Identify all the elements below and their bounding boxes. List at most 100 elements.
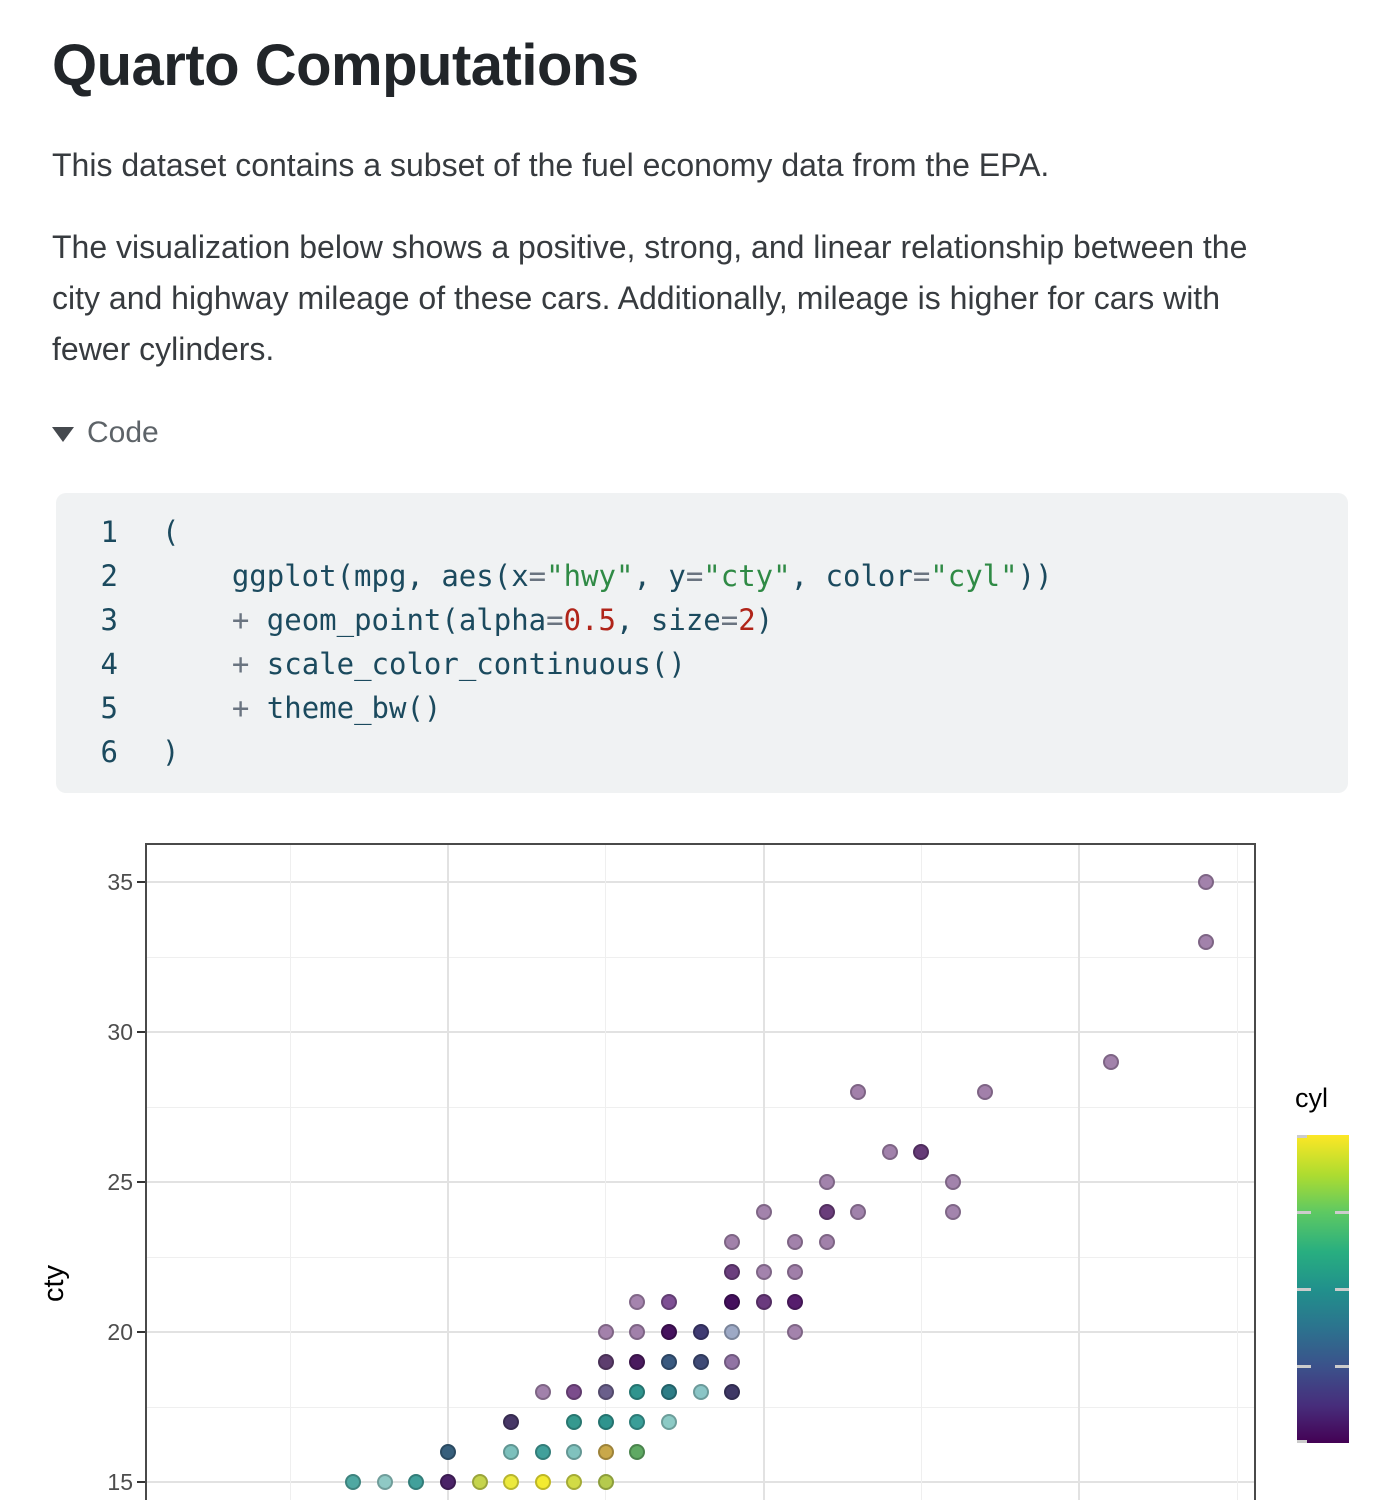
scatter-point: [787, 1264, 804, 1280]
gridline-minor-vertical: [920, 843, 922, 1500]
scatter-point: [755, 1264, 772, 1280]
scatter-point: [629, 1414, 646, 1430]
scatter-plot-figure: cty cyl 35 30 25 20 15: [0, 843, 1400, 1500]
scatter-point: [692, 1324, 709, 1340]
scatter-point: [440, 1444, 456, 1460]
legend-tick: [1297, 1210, 1311, 1214]
scatter-point: [503, 1414, 520, 1430]
intro-paragraph: This dataset contains a subset of the fu…: [52, 147, 1050, 183]
scatter-point: [597, 1384, 614, 1400]
gridline-major-vertical: [762, 843, 765, 1500]
scatter-point: [566, 1414, 583, 1430]
gridline-minor-vertical: [1236, 843, 1238, 1500]
y-axis-tick: [137, 881, 145, 883]
y-axis-title: cty: [38, 1264, 70, 1302]
scatter-point: [1102, 1054, 1119, 1070]
caret-down-icon: [52, 427, 74, 442]
gridline-minor-horizontal: [145, 956, 1256, 958]
scatter-point: [692, 1354, 709, 1370]
scatter-point: [503, 1444, 520, 1460]
code-fold-label: Code: [87, 416, 159, 449]
code-line: 6): [56, 730, 1348, 774]
code-line-text: ggplot(mpg, aes(x="hwy", y="cty", color=…: [162, 559, 1053, 593]
code-line-text: + geom_point(alpha=0.5, size=2): [231, 603, 774, 637]
scatter-point: [881, 1144, 898, 1160]
y-axis-tick-label: 25: [107, 1169, 133, 1195]
scatter-point: [724, 1384, 741, 1400]
scatter-point: [408, 1474, 425, 1490]
scatter-point: [345, 1474, 362, 1490]
gridline-major-horizontal: [145, 1481, 1256, 1483]
scatter-point: [818, 1174, 835, 1190]
scatter-point: [913, 1144, 930, 1160]
scatter-point: [660, 1414, 677, 1430]
scatter-point: [755, 1294, 772, 1310]
scatter-point: [566, 1474, 583, 1490]
code-line: 3 + geom_point(alpha=0.5, size=2): [56, 598, 1348, 642]
y-axis-tick: [137, 1331, 145, 1333]
scatter-point: [440, 1474, 456, 1490]
y-axis-tick: [137, 1181, 145, 1183]
code-fold-toggle[interactable]: Code: [52, 416, 159, 450]
y-axis-tick-label: 30: [107, 1019, 133, 1045]
legend-tick: [1335, 1287, 1349, 1291]
scatter-point: [629, 1294, 646, 1310]
scatter-point: [629, 1324, 646, 1340]
scatter-point: [376, 1474, 393, 1490]
y-axis-tick-label: 35: [107, 869, 133, 895]
scatter-point: [1197, 934, 1214, 950]
scatter-point: [787, 1324, 804, 1340]
y-axis-tick-label: 20: [107, 1319, 133, 1345]
scatter-point: [597, 1474, 614, 1490]
scatter-point: [597, 1414, 614, 1430]
code-line-number: 3: [100, 603, 118, 637]
page-title: Quarto Computations: [52, 33, 639, 98]
gridline-major-horizontal: [145, 881, 1256, 883]
scatter-point: [629, 1354, 646, 1370]
code-line-text: + scale_color_continuous(): [231, 647, 686, 681]
gridline-major-vertical: [1078, 843, 1081, 1500]
code-line-text: ): [162, 735, 180, 769]
legend-tick: [1335, 1364, 1349, 1368]
scatter-point: [597, 1444, 614, 1460]
legend-title: cyl: [1295, 1083, 1328, 1113]
code-line: 1(: [56, 510, 1348, 554]
scatter-point: [692, 1384, 709, 1400]
scatter-point: [597, 1324, 614, 1340]
scatter-point: [850, 1204, 867, 1220]
scatter-point: [945, 1174, 961, 1190]
scatter-point: [597, 1354, 614, 1370]
scatter-point: [787, 1294, 804, 1310]
code-block: 1(2 ggplot(mpg, aes(x="hwy", y="cty", co…: [56, 493, 1348, 793]
scatter-point: [471, 1474, 488, 1490]
scatter-point: [755, 1204, 772, 1220]
description-line-3: fewer cylinders.: [52, 331, 275, 367]
scatter-point: [850, 1084, 867, 1100]
scatter-point: [629, 1384, 646, 1400]
scatter-point: [818, 1204, 835, 1220]
code-line-number: 5: [100, 691, 118, 725]
code-line-number: 6: [100, 735, 118, 769]
y-axis-tick: [137, 1481, 145, 1483]
gridline-minor-vertical: [605, 843, 607, 1500]
code-line-number: 4: [100, 647, 118, 681]
gridline-major-horizontal: [145, 1181, 1256, 1183]
scatter-point: [566, 1384, 583, 1400]
legend-end-tick: [1297, 1135, 1307, 1138]
scatter-point: [787, 1234, 804, 1250]
y-axis-tick-label: 15: [107, 1469, 133, 1495]
scatter-point: [724, 1294, 741, 1310]
scatter-point: [629, 1444, 646, 1460]
scatter-point: [976, 1084, 993, 1100]
gridline-minor-horizontal: [145, 1106, 1256, 1108]
code-line-text: + theme_bw(): [231, 691, 442, 725]
legend-tick: [1335, 1210, 1349, 1214]
gridline-minor-horizontal: [145, 1256, 1256, 1258]
scatter-point: [660, 1324, 677, 1340]
scatter-point: [660, 1384, 677, 1400]
description-line-2: city and highway mileage of these cars. …: [52, 280, 1220, 316]
code-line: 2 ggplot(mpg, aes(x="hwy", y="cty", colo…: [56, 554, 1348, 598]
scatter-point: [503, 1474, 520, 1490]
scatter-point: [945, 1204, 961, 1220]
